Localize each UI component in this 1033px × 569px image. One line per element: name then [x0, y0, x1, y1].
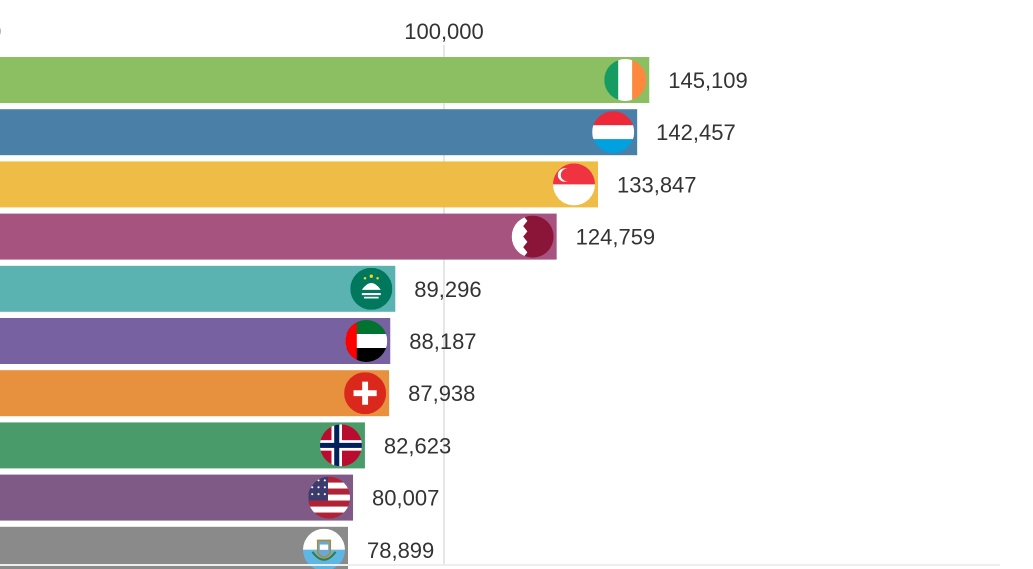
- bar: [0, 213, 557, 260]
- bar: [0, 109, 638, 156]
- san-marino-flag-icon: [302, 528, 345, 569]
- switzerland-flag-icon: [344, 372, 387, 415]
- bar: [0, 161, 599, 208]
- value-label: 80,007: [372, 486, 439, 511]
- value-label: 124,759: [576, 225, 656, 250]
- singapore-flag-icon: [553, 163, 596, 206]
- x-tick-label: 00: [0, 19, 1, 44]
- x-axis-ticks: 00 100,000: [0, 19, 484, 44]
- value-label: 88,187: [409, 329, 476, 354]
- bar: [0, 422, 365, 469]
- value-label: 89,296: [414, 277, 481, 302]
- bar: [0, 57, 650, 103]
- value-label: 87,938: [408, 381, 475, 406]
- value-label: 133,847: [617, 172, 697, 197]
- bar: [0, 370, 390, 417]
- bar: [0, 474, 354, 521]
- value-label: 82,623: [384, 433, 451, 458]
- ireland-flag-icon: [604, 59, 647, 101]
- luxembourg-flag-icon: [592, 111, 635, 154]
- value-label: 142,457: [656, 120, 736, 145]
- qatar-flag-icon: [511, 215, 554, 258]
- x-tick-label: 100,000: [404, 19, 484, 44]
- bar: [0, 265, 396, 312]
- uae-flag-icon: [345, 320, 388, 362]
- value-label: 145,109: [668, 68, 748, 93]
- bar: [0, 318, 391, 364]
- bar: [0, 526, 348, 569]
- value-label: 78,899: [367, 538, 434, 563]
- macau-flag-icon: [350, 267, 393, 310]
- bars: 145,109 142,457 133,847 124,759 89,296 88,187…: [0, 57, 748, 569]
- norway-flag-icon: [319, 424, 362, 467]
- usa-flag-icon: [308, 476, 351, 519]
